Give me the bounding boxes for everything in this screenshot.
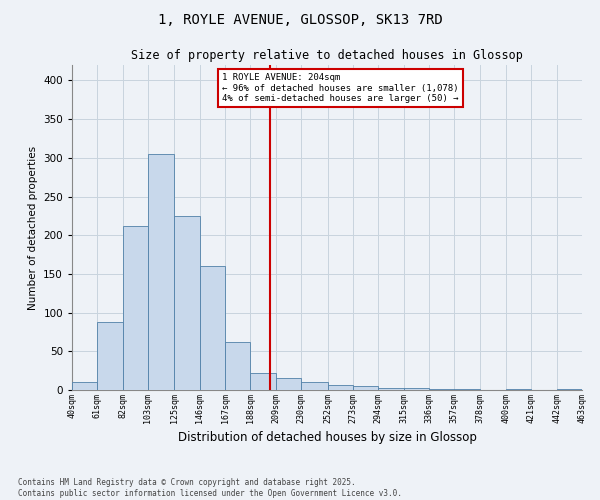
Bar	[97, 322, 122, 390]
Bar	[175, 216, 200, 390]
Bar	[378, 388, 404, 390]
Bar	[122, 226, 148, 390]
Bar	[328, 384, 353, 390]
Title: Size of property relative to detached houses in Glossop: Size of property relative to detached ho…	[131, 50, 523, 62]
Text: 1 ROYLE AVENUE: 204sqm
← 96% of detached houses are smaller (1,078)
4% of semi-d: 1 ROYLE AVENUE: 204sqm ← 96% of detached…	[223, 73, 459, 103]
Bar	[301, 382, 328, 390]
Bar	[276, 378, 301, 390]
X-axis label: Distribution of detached houses by size in Glossop: Distribution of detached houses by size …	[178, 431, 476, 444]
Bar	[200, 266, 225, 390]
Bar	[429, 389, 454, 390]
Bar	[506, 389, 532, 390]
Bar	[72, 382, 97, 390]
Text: 1, ROYLE AVENUE, GLOSSOP, SK13 7RD: 1, ROYLE AVENUE, GLOSSOP, SK13 7RD	[158, 14, 442, 28]
Bar	[557, 389, 582, 390]
Bar	[404, 388, 429, 390]
Y-axis label: Number of detached properties: Number of detached properties	[28, 146, 38, 310]
Bar	[353, 386, 378, 390]
Bar	[454, 389, 479, 390]
Text: Contains HM Land Registry data © Crown copyright and database right 2025.
Contai: Contains HM Land Registry data © Crown c…	[18, 478, 402, 498]
Bar	[225, 342, 250, 390]
Bar	[148, 154, 175, 390]
Bar	[250, 373, 276, 390]
